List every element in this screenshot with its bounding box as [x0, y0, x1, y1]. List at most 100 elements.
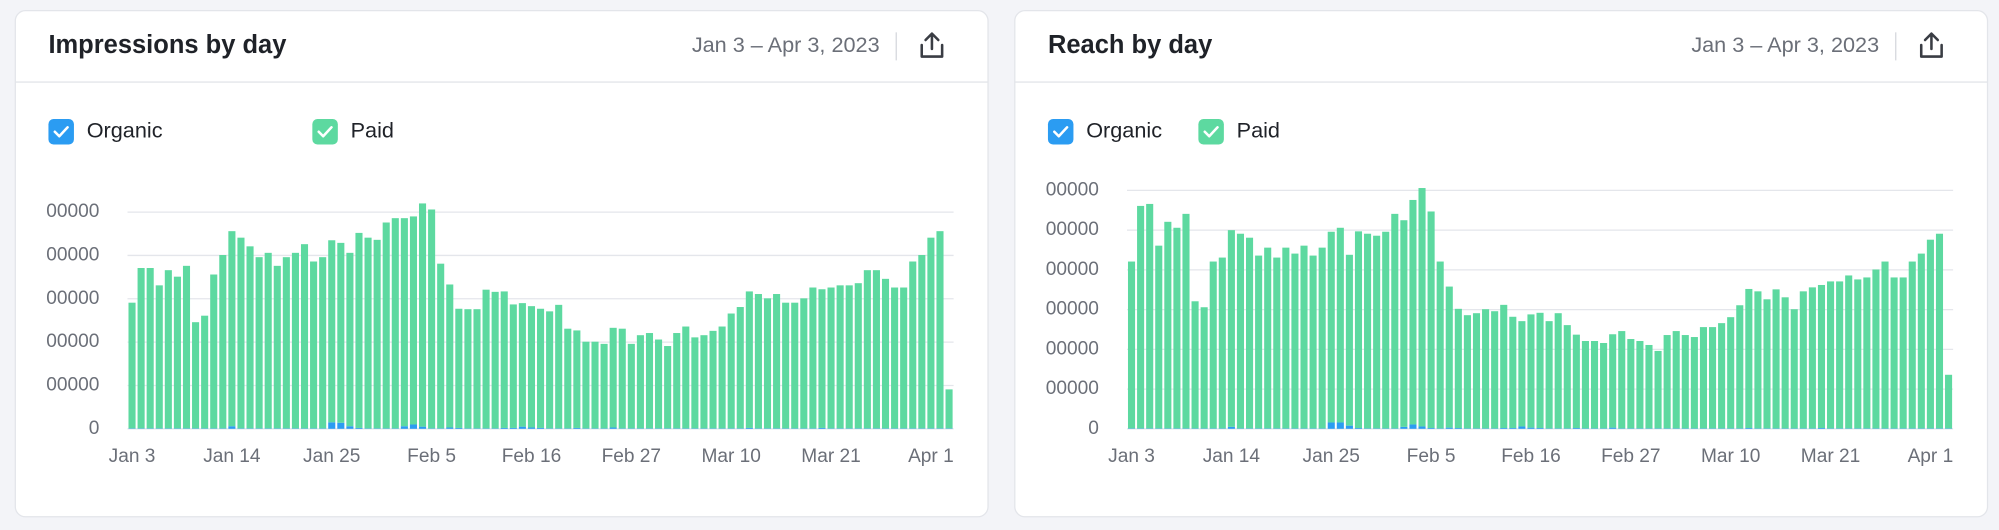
- bar-segment: [818, 427, 826, 429]
- legend-item[interactable]: Paid: [1198, 117, 1280, 145]
- bar-segment: [745, 427, 753, 429]
- bar-segment: [854, 283, 862, 429]
- export-icon: [920, 32, 944, 58]
- bar-segment: [1382, 231, 1390, 429]
- bar-segment: [1427, 211, 1435, 429]
- bar-segment: [872, 270, 880, 429]
- bar-segment: [1345, 254, 1353, 426]
- x-tick-label: Feb 27: [1601, 446, 1661, 467]
- bar-segment: [500, 427, 508, 429]
- bar-segment: [673, 333, 681, 429]
- bar-segment: [664, 346, 672, 429]
- x-tick-label: Jan 25: [1303, 446, 1360, 467]
- export-button[interactable]: [1919, 32, 1943, 58]
- x-tick-label: Mar 10: [1701, 446, 1760, 467]
- bar-segment: [1699, 327, 1707, 429]
- y-tick-label: 0: [1088, 418, 1099, 439]
- y-tick-label: 200000: [36, 331, 100, 352]
- bar-segment: [446, 284, 454, 428]
- bar-segment: [328, 422, 336, 429]
- x-tick-label: Jan 25: [303, 446, 360, 467]
- bar-segment: [1327, 422, 1335, 429]
- bar-segment: [1345, 425, 1353, 429]
- legend-item[interactable]: Organic: [1047, 117, 1162, 145]
- bar-segment: [1808, 287, 1816, 429]
- bar-segment: [228, 426, 236, 429]
- bar-segment: [1309, 255, 1317, 429]
- bar-segment: [537, 308, 545, 428]
- legend-item[interactable]: Organic: [48, 117, 163, 145]
- plot-area: 0 100000 200000 300000 400000 500000 600000: [1045, 179, 1954, 439]
- x-tick-label: Jan 3: [109, 446, 156, 467]
- y-tick-label: 100000: [36, 375, 100, 396]
- bar-segment: [355, 427, 363, 429]
- check-mark: [53, 126, 69, 138]
- bar-segment: [137, 268, 145, 429]
- bar-segment: [791, 302, 799, 429]
- legend-label: Organic: [1086, 117, 1162, 142]
- bar-segment: [1318, 247, 1326, 429]
- bar-segment: [1563, 325, 1571, 429]
- bar-segment: [1173, 227, 1181, 429]
- bar-segment: [573, 427, 581, 429]
- bar-segment: [936, 231, 944, 429]
- bar-segment: [1282, 247, 1290, 429]
- bar-segment: [1917, 253, 1925, 429]
- bar-segment: [1373, 235, 1381, 429]
- bar-segment: [645, 333, 654, 429]
- bar-segment: [564, 328, 572, 429]
- bar-segment: [337, 242, 345, 423]
- bar-segment: [1645, 344, 1653, 429]
- date-range: Jan 3 – Apr 3, 2023: [1691, 32, 1879, 57]
- bar-segment: [1164, 221, 1172, 429]
- bar-segment: [573, 330, 581, 428]
- bar-segment: [655, 339, 663, 429]
- bar-segment: [219, 255, 227, 429]
- bar-segment: [455, 308, 463, 428]
- bar-segment: [682, 326, 690, 429]
- bar-segment: [709, 330, 717, 429]
- bar-segment: [1400, 426, 1408, 429]
- bar-segment: [537, 427, 545, 429]
- x-tick-label: Mar 21: [801, 446, 860, 467]
- bar-segment: [210, 274, 218, 429]
- bar-segment: [1336, 422, 1344, 429]
- bar-segment: [1609, 427, 1617, 429]
- check-mark: [1203, 126, 1219, 138]
- bar-segment: [800, 298, 808, 429]
- bar-segment: [228, 231, 236, 427]
- bar-segment: [282, 257, 290, 429]
- bar-segment: [146, 268, 154, 429]
- bar-segment: [264, 252, 272, 429]
- bar-segment: [1536, 428, 1544, 429]
- bar-segment: [627, 343, 635, 429]
- bar-segment: [727, 313, 735, 429]
- legend-item[interactable]: Paid: [312, 117, 394, 145]
- bar-segment: [700, 335, 708, 429]
- bar-segment: [918, 255, 926, 429]
- bar-segment: [1418, 426, 1426, 429]
- bar-segment: [1236, 233, 1245, 429]
- bar-segment: [1454, 428, 1462, 429]
- chart-card: Reach by day Jan 3 – Apr 3, 2023 Organic Pa…: [1014, 10, 1989, 518]
- bar-segment: [1354, 428, 1363, 429]
- bar-segment: [237, 237, 245, 429]
- bar-segment: [1935, 233, 1944, 429]
- bar-segment: [173, 276, 181, 429]
- bar-segment: [1890, 277, 1898, 429]
- bar-segment: [1536, 312, 1544, 429]
- bar-segment: [591, 341, 599, 429]
- bar-segment: [609, 427, 617, 429]
- bar-segment: [1336, 227, 1344, 423]
- bar-segment: [881, 278, 890, 429]
- card-title: Reach by day: [1048, 31, 1213, 59]
- bar-segment: [382, 222, 390, 429]
- bar-segment: [418, 426, 427, 429]
- legend-label: Organic: [87, 117, 163, 142]
- bar-segment: [328, 240, 336, 423]
- bar-segment: [1482, 309, 1490, 429]
- bar-segment: [891, 287, 899, 429]
- export-button[interactable]: [920, 32, 944, 58]
- check-mark: [317, 126, 333, 138]
- bar-segment: [1500, 428, 1508, 429]
